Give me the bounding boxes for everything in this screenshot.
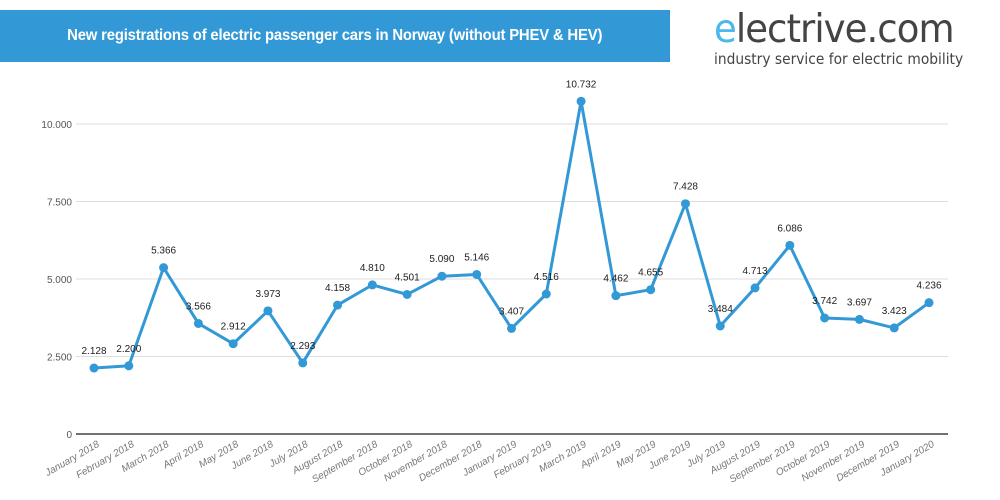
data-point — [159, 263, 169, 273]
data-point — [854, 314, 864, 324]
data-label: 4.236 — [916, 281, 941, 292]
logo-tagline: industry service for electric mobility — [714, 50, 964, 68]
data-label: 10.732 — [566, 79, 597, 90]
data-point — [298, 358, 308, 368]
logo-text: lectrive.com — [735, 7, 955, 52]
data-label: 5.090 — [429, 254, 454, 265]
data-label: 3.484 — [708, 304, 733, 315]
y-tick-label: 0 — [66, 430, 72, 441]
data-point — [367, 280, 377, 290]
data-point — [124, 361, 134, 371]
logo-e: e — [714, 7, 737, 52]
data-point — [228, 339, 238, 349]
data-label: 3.423 — [882, 306, 907, 317]
data-point — [889, 323, 899, 333]
data-label: 2.293 — [290, 341, 315, 352]
data-label: 4.158 — [325, 283, 350, 294]
data-point — [472, 269, 482, 279]
data-point — [646, 285, 656, 295]
data-label: 7.428 — [673, 182, 698, 193]
data-point — [576, 96, 586, 106]
title-banner: New registrations of electric passenger … — [0, 10, 670, 62]
data-label: 3.566 — [186, 301, 211, 312]
y-tick-label: 10.000 — [41, 120, 72, 131]
data-point — [820, 313, 830, 323]
data-label: 2.128 — [81, 346, 106, 357]
data-label: 2.200 — [116, 344, 141, 355]
data-label: 4.655 — [638, 268, 663, 279]
data-point — [193, 318, 203, 328]
data-point — [611, 291, 621, 301]
data-label: 3.697 — [847, 297, 872, 308]
data-point — [333, 300, 343, 310]
data-label: 4.810 — [360, 263, 385, 274]
data-label: 5.146 — [464, 252, 489, 263]
data-point — [263, 306, 273, 316]
data-point — [507, 323, 516, 333]
data-label: 4.516 — [534, 272, 559, 283]
data-point — [680, 199, 690, 209]
data-label: 5.366 — [151, 246, 176, 257]
data-point — [785, 240, 795, 250]
data-label: 6.086 — [777, 223, 802, 234]
data-label: 2.912 — [221, 322, 246, 333]
data-point — [437, 271, 447, 281]
data-point — [402, 289, 412, 299]
data-point — [715, 321, 725, 331]
electrive-logo: electrive.com industry service for elect… — [714, 7, 976, 69]
data-label: 4.462 — [603, 274, 628, 285]
y-tick-label: 7.500 — [47, 198, 72, 209]
data-label: 3.742 — [812, 296, 837, 307]
data-point — [541, 289, 551, 299]
chart-title: New registrations of electric passenger … — [67, 27, 603, 44]
data-point — [89, 363, 99, 373]
data-label: 4.501 — [395, 272, 420, 283]
data-label: 3.407 — [499, 306, 524, 317]
data-label: 4.713 — [743, 266, 768, 277]
data-point — [924, 298, 934, 308]
data-point — [750, 283, 760, 293]
y-tick-label: 5.000 — [47, 275, 72, 286]
y-tick-label: 2.500 — [47, 353, 72, 364]
data-label: 3.973 — [255, 289, 280, 300]
